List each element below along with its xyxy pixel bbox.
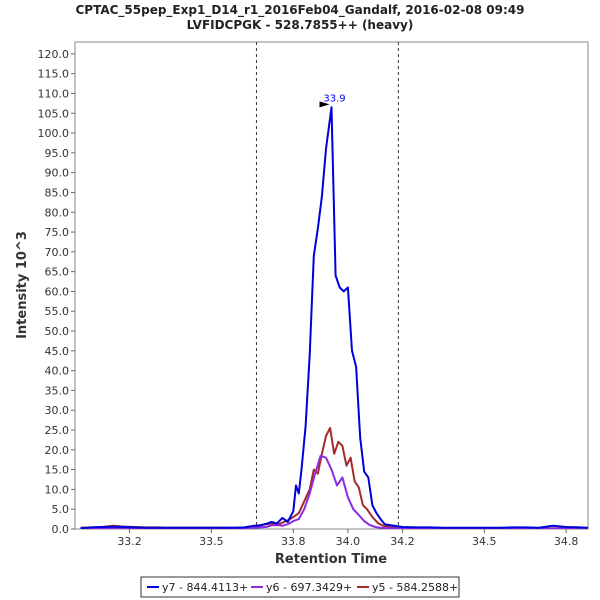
y-tick-label: 35.0 bbox=[45, 384, 70, 397]
x-tick-label: 33.8 bbox=[281, 535, 306, 548]
y-tick-label: 105.0 bbox=[38, 107, 70, 120]
y-tick-label: 40.0 bbox=[45, 365, 70, 378]
y-tick-label: 0.0 bbox=[52, 523, 70, 536]
y-tick-label: 60.0 bbox=[45, 285, 70, 298]
series-line bbox=[80, 106, 588, 529]
peak-annotation: 33.9 bbox=[319, 93, 346, 108]
y-tick-label: 45.0 bbox=[45, 345, 70, 358]
x-axis: 33.2 33.5 33.8 34.0 34.2 34.5 34.8 bbox=[117, 529, 578, 548]
y-tick-label: 80.0 bbox=[45, 206, 70, 219]
y-tick-label: 5.0 bbox=[52, 503, 70, 516]
y-tick-label: 100.0 bbox=[38, 127, 70, 140]
x-axis-label: Retention Time bbox=[275, 552, 387, 567]
y-tick-label: 65.0 bbox=[45, 266, 70, 279]
peak-marker bbox=[319, 101, 330, 108]
y-tick-label: 95.0 bbox=[45, 147, 70, 160]
legend: y7 - 844.4113+ y6 - 697.3429+ y5 - 584.258… bbox=[140, 576, 460, 598]
y-tick-label: 85.0 bbox=[45, 186, 70, 199]
legend-entry: y7 - 844.4113+ bbox=[162, 581, 248, 594]
x-tick-label: 34.0 bbox=[336, 535, 361, 548]
x-tick-label: 34.8 bbox=[554, 535, 579, 548]
y-axis-label: Intensity 10^3 bbox=[15, 231, 30, 339]
y-tick-label: 55.0 bbox=[45, 305, 70, 318]
y-tick-label: 75.0 bbox=[45, 226, 70, 239]
x-tick-label: 34.5 bbox=[472, 535, 497, 548]
y-tick-label: 120.0 bbox=[38, 48, 70, 61]
y-tick-label: 15.0 bbox=[45, 464, 70, 477]
y-tick-label: 10.0 bbox=[45, 483, 70, 496]
series-lines bbox=[80, 106, 588, 529]
legend-box bbox=[140, 576, 460, 598]
chart-subtitle: LVFIDCPGK - 528.7855++ (heavy) bbox=[187, 18, 414, 32]
y-tick-label: 115.0 bbox=[38, 68, 70, 81]
x-tick-label: 34.2 bbox=[390, 535, 415, 548]
x-tick-label: 33.2 bbox=[117, 535, 142, 548]
y-tick-label: 25.0 bbox=[45, 424, 70, 437]
x-tick-label: 33.5 bbox=[199, 535, 224, 548]
y-tick-label: 70.0 bbox=[45, 246, 70, 259]
y-tick-label: 20.0 bbox=[45, 444, 70, 457]
y-axis: 0.0 5.0 10.0 15.0 20.0 25.0 30.0 35.0 40.0 45.0 50… bbox=[38, 48, 75, 536]
chart-title: CPTAC_55pep_Exp1_D14_r1_2016Feb04_Gandal… bbox=[75, 3, 524, 18]
legend-entry: y5 - 584.2588+ bbox=[372, 581, 458, 594]
peak-label: 33.9 bbox=[323, 93, 345, 104]
y-tick-label: 110.0 bbox=[38, 87, 70, 100]
y-tick-label: 90.0 bbox=[45, 167, 70, 180]
legend-entry: y6 - 697.3429+ bbox=[266, 581, 352, 594]
y-tick-label: 30.0 bbox=[45, 404, 70, 417]
y-tick-label: 50.0 bbox=[45, 325, 70, 338]
